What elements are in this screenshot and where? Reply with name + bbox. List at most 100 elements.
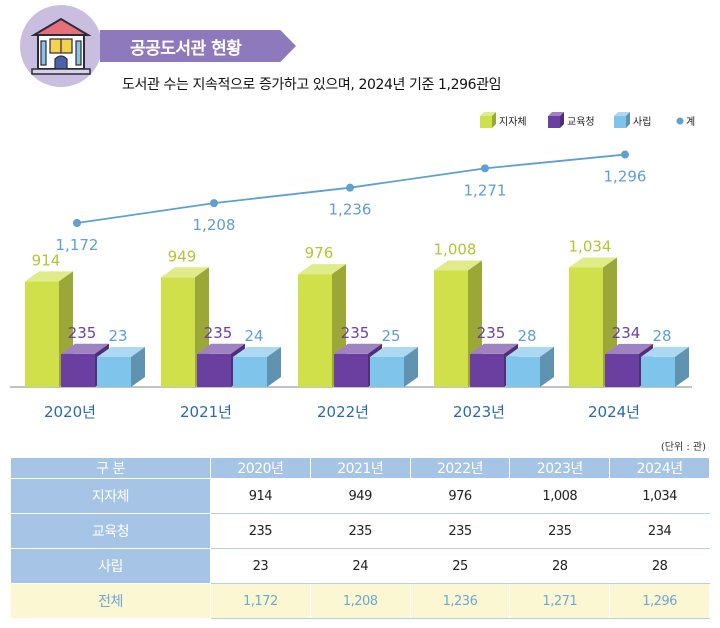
chart-subtitle: 도서관 수는 지속적으로 증가하고 있으며, 2024년 기준 1,296관임: [122, 77, 502, 93]
header-icon-circle: [20, 5, 102, 87]
local-gov-bar-top: [434, 260, 482, 271]
table-total-row: 전체 1,172 1,208 1,236 1,271 1,296: [10, 583, 710, 619]
local-gov-bar: [434, 270, 468, 387]
legend-total-label: 계: [686, 116, 695, 128]
library-building-icon: [30, 17, 92, 75]
bar-value-label: 976: [305, 244, 334, 262]
table-row: 교육청 235 235 235 235 234: [10, 513, 710, 549]
legend-private-label: 사립: [633, 115, 651, 128]
bar-value-label: 235: [204, 324, 233, 342]
table-cell: 1,208: [309, 583, 411, 619]
private-bar-top: [97, 347, 145, 357]
table-header-cell: 2022년: [409, 457, 511, 479]
bar-value-label: 234: [612, 324, 641, 342]
bar-value-label: 25: [381, 327, 400, 345]
bar-value-label: 23: [108, 327, 127, 345]
unit-note: (단위 : 관): [660, 442, 706, 453]
category-label: 2020년: [44, 403, 96, 421]
table-cell: 914: [210, 478, 311, 514]
table-header-cell: 2023년: [509, 457, 611, 479]
education-office-bar: [61, 353, 95, 387]
bar-value-label: 235: [68, 324, 97, 342]
table-cell: 234: [609, 513, 710, 549]
bar-value-label: 914: [32, 251, 61, 269]
category-label: 2022년: [317, 403, 369, 421]
education-office-bar-top: [61, 343, 109, 354]
private-bar-side: [540, 346, 554, 387]
legend-local-gov-label: 지자체: [499, 116, 527, 128]
table-header-row: 구 분 2020년 2021년 2022년 2023년 2024년: [10, 457, 710, 479]
table-header-cell: 2020년: [210, 457, 311, 479]
legend-education-office-label: 교육청: [567, 116, 595, 128]
table-cell: 1,236: [409, 583, 511, 619]
bar-value-label: 1,034: [569, 237, 612, 255]
bar-value-label: 235: [341, 324, 370, 342]
education-office-bar-top: [470, 343, 518, 354]
private-bar-side: [404, 346, 418, 387]
bar-value-label: 24: [244, 327, 263, 345]
private-bar-top: [506, 346, 554, 357]
education-office-bar-top: [334, 343, 382, 354]
table-cell: 24: [309, 548, 411, 584]
bar-value-label: 235: [477, 324, 506, 342]
education-office-bar: [334, 353, 368, 387]
local-gov-bar-top: [161, 267, 209, 278]
local-gov-bar-top: [25, 271, 73, 282]
private-bar-side: [131, 347, 145, 387]
category-label: 2023년: [453, 403, 505, 421]
table-cell: 1,271: [509, 583, 611, 619]
legend-private-swatch: [614, 116, 626, 128]
total-value-label: 1,271: [464, 181, 507, 199]
total-point: [481, 164, 489, 173]
private-bar: [97, 357, 131, 387]
local-gov-bar: [298, 274, 332, 387]
legend-local-gov-swatch-top: [480, 112, 496, 116]
education-office-bar-top: [197, 343, 245, 354]
table-header-cell: 구 분: [10, 457, 211, 479]
category-label: 2024년: [588, 403, 640, 421]
education-office-bar: [197, 353, 231, 387]
local-gov-bar: [161, 277, 195, 387]
private-bar-side: [267, 346, 281, 387]
total-point: [621, 150, 629, 159]
table-cell: 1,034: [609, 478, 710, 514]
bar-value-label: 949: [168, 247, 197, 265]
total-value-label: 1,208: [193, 216, 236, 234]
total-point: [73, 219, 81, 227]
table-header-cell: 2024년: [609, 457, 710, 479]
education-office-bar-top: [605, 343, 653, 354]
private-bar: [370, 356, 404, 387]
row-label: 지자체: [10, 478, 211, 514]
total-point: [210, 199, 218, 208]
legend-education-office-swatch-top: [548, 112, 564, 116]
education-office-bar: [470, 353, 504, 387]
total-value-label: 1,236: [329, 201, 372, 219]
bar-value-label: 28: [652, 327, 671, 345]
table-cell: 235: [309, 513, 411, 549]
private-bar-top: [370, 346, 418, 357]
table-cell: 28: [609, 548, 710, 584]
private-bar-top: [641, 346, 689, 357]
legend-education-office-swatch-side: [560, 112, 564, 128]
bar-line-chart: 914 235 23 2020년 949 235 24 2021년 976 235 25 2022년 1…: [10, 112, 695, 421]
bar-value-label: 1,008: [434, 240, 477, 258]
table-cell: 235: [210, 513, 311, 549]
row-label: 전체: [10, 583, 211, 619]
private-bar-top: [233, 346, 281, 357]
private-bar: [641, 356, 675, 387]
private-bar-side: [675, 346, 689, 387]
data-table: 구 분 2020년 2021년 2022년 2023년 2024년 지자체 91…: [10, 457, 710, 619]
table-cell: 949: [309, 478, 411, 514]
header-banner: [100, 30, 296, 62]
table-cell: 976: [409, 478, 511, 514]
table-cell: 25: [409, 548, 511, 584]
table-cell: 1,008: [509, 478, 611, 514]
legend-education-office-swatch: [548, 116, 560, 128]
table-cell: 235: [409, 513, 511, 549]
table-header-cell: 2021년: [309, 457, 411, 479]
table-cell: 235: [509, 513, 611, 549]
table-cell: 28: [509, 548, 611, 584]
local-gov-bar-top: [569, 257, 617, 268]
row-label: 교육청: [10, 513, 211, 549]
legend-local-gov-swatch: [480, 116, 492, 128]
